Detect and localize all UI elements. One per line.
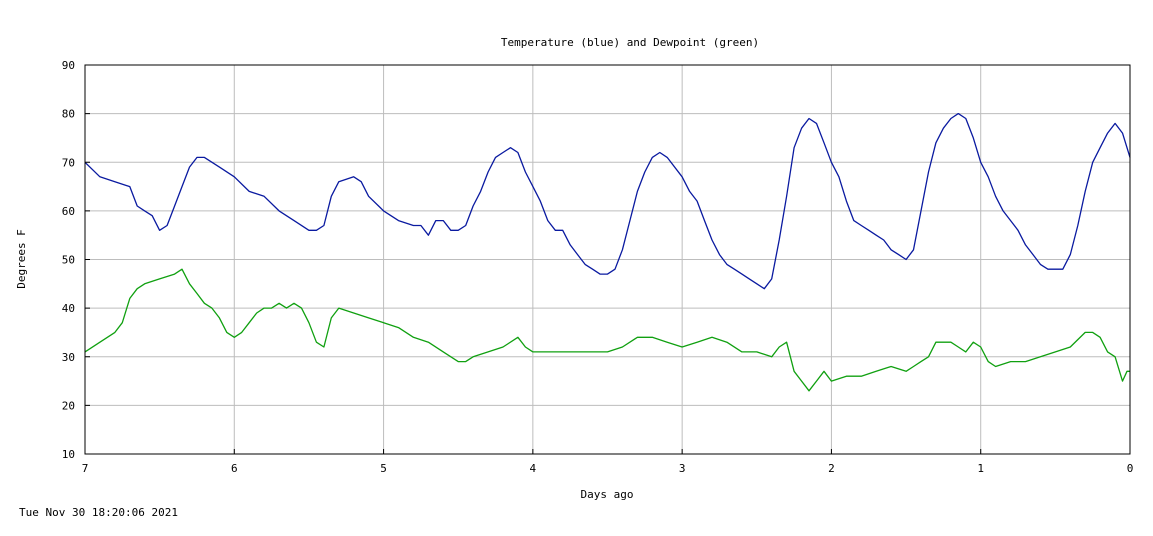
y-tick-label: 70 [62, 156, 75, 169]
y-axis: 10 20 30 40 50 60 70 80 90 [62, 59, 90, 461]
series-group [84, 112, 1131, 392]
grid [85, 65, 1130, 454]
x-axis-label: Days ago [581, 488, 634, 501]
temperature-series-line [84, 112, 1131, 290]
y-tick-label: 50 [62, 254, 75, 267]
x-tick-label: 3 [679, 462, 686, 475]
x-tick-label: 2 [828, 462, 835, 475]
x-axis: 7 6 5 4 3 2 1 0 [82, 449, 1134, 475]
dewpoint-series-line [84, 268, 1130, 392]
y-tick-label: 40 [62, 302, 75, 315]
y-tick-label: 90 [62, 59, 75, 72]
y-tick-label: 80 [62, 108, 75, 121]
x-tick-label: 0 [1127, 462, 1134, 475]
y-tick-label: 60 [62, 205, 75, 218]
y-axis-label: Degrees F [15, 229, 28, 289]
y-tick-label: 30 [62, 351, 75, 364]
chart-title: Temperature (blue) and Dewpoint (green) [501, 36, 759, 49]
y-tick-label: 10 [62, 448, 75, 461]
x-tick-label: 7 [82, 462, 89, 475]
x-tick-label: 5 [380, 462, 387, 475]
y-tick-label: 20 [62, 399, 75, 412]
timestamp: Tue Nov 30 18:20:06 2021 [19, 506, 178, 519]
x-tick-label: 4 [530, 462, 537, 475]
x-tick-label: 6 [231, 462, 238, 475]
x-tick-label: 1 [977, 462, 984, 475]
